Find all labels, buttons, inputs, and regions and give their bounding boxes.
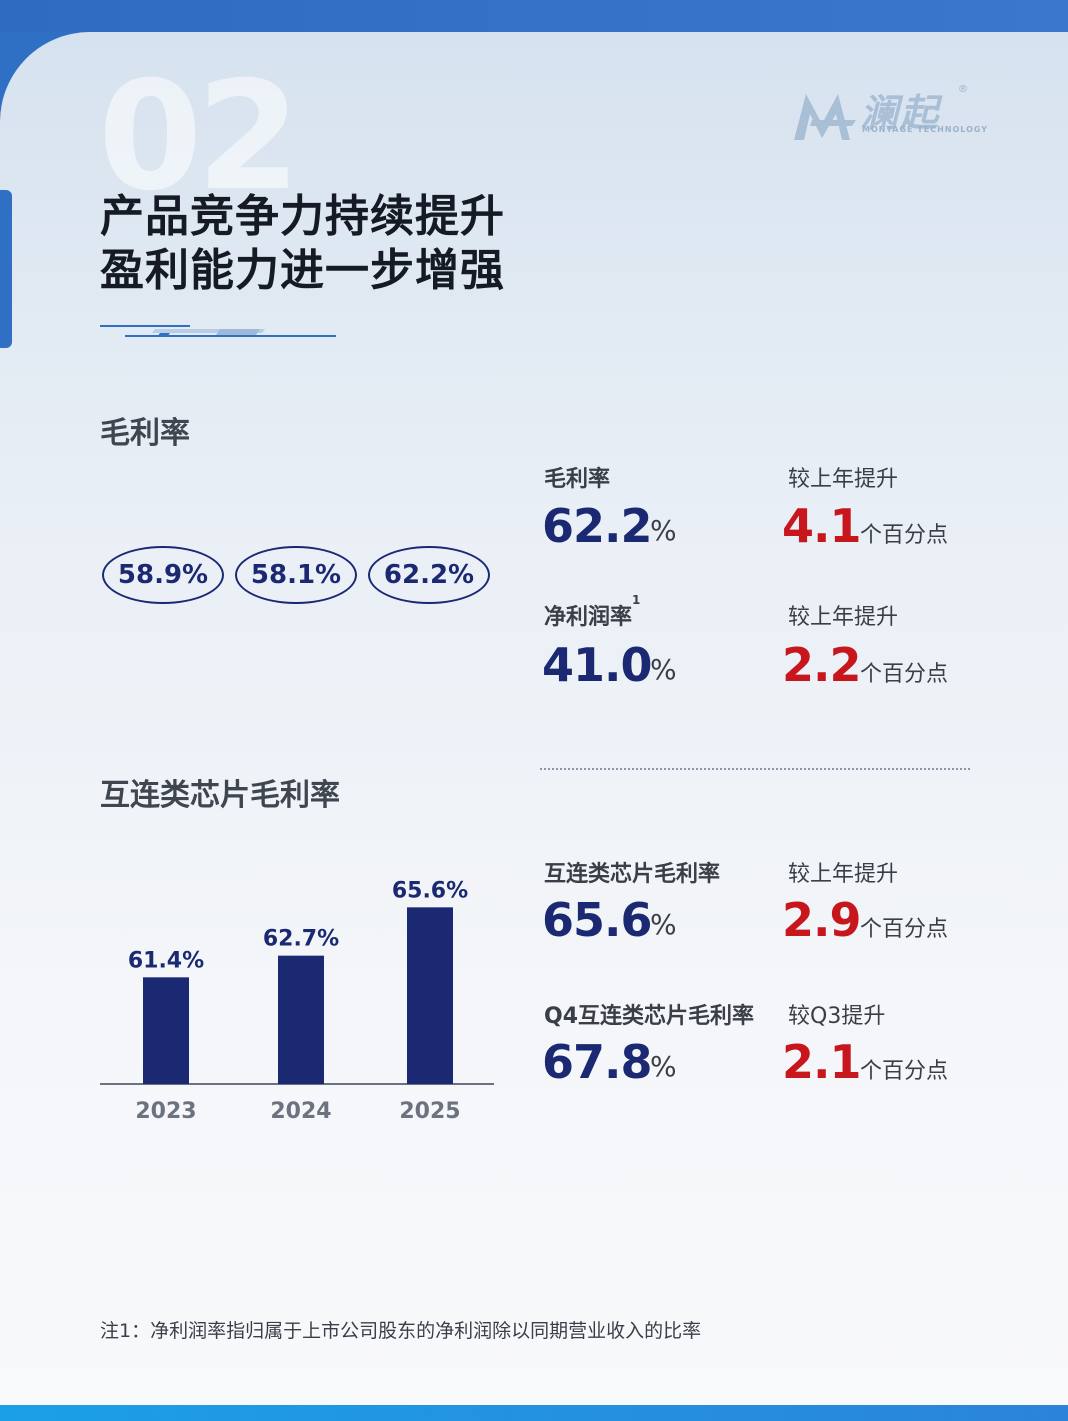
x-tick-label-2025: 2025 bbox=[399, 1099, 460, 1124]
logo-registered: ® bbox=[958, 84, 968, 95]
logo-name: 澜起 bbox=[860, 90, 941, 135]
compare-label: 较上年提升 bbox=[788, 467, 899, 492]
compare-value: 2.1 bbox=[782, 1035, 861, 1089]
logo-subtitle: MONTAGE TECHNOLOGY bbox=[862, 125, 989, 134]
metric-unit: % bbox=[650, 653, 677, 686]
gross-margin-pill-2025: 62.2% bbox=[368, 546, 490, 604]
compare-value: 2.9 bbox=[782, 893, 861, 947]
side-tab bbox=[0, 190, 12, 348]
footnote-marker: 1 bbox=[632, 593, 641, 607]
top-bar bbox=[0, 0, 1068, 32]
compare-label: 较上年提升 bbox=[788, 605, 899, 630]
bottom-bar bbox=[0, 1405, 1068, 1421]
montage-logo-icon bbox=[794, 94, 856, 140]
metric-value-net-margin: 41.0 bbox=[542, 638, 652, 692]
content-card bbox=[0, 32, 1068, 1405]
compare-unit: 个百分点 bbox=[860, 662, 949, 687]
x-tick-label-2024: 2024 bbox=[270, 1099, 331, 1124]
metric-unit: % bbox=[650, 514, 677, 547]
bar-value-label-2025: 65.6% bbox=[392, 878, 468, 903]
compare-value: 2.2 bbox=[782, 638, 861, 692]
bar-2023 bbox=[143, 977, 189, 1084]
section-number: 02 bbox=[98, 50, 301, 224]
gross-margin-heading: 毛利率 bbox=[100, 416, 190, 451]
compare-label: 较Q3提升 bbox=[788, 1004, 886, 1029]
page-title: 产品竞争力持续提升 盈利能力进一步增强 bbox=[100, 190, 505, 298]
metric-label-gross-margin: 毛利率 bbox=[544, 467, 611, 492]
gross-margin-pill-2024: 58.1% bbox=[235, 546, 357, 604]
bar-2024 bbox=[278, 955, 324, 1084]
compare-unit: 个百分点 bbox=[860, 523, 949, 548]
compare-unit: 个百分点 bbox=[860, 917, 949, 942]
metric-value-interconnect: 65.6 bbox=[542, 893, 652, 947]
bar-value-label-2024: 62.7% bbox=[263, 927, 339, 952]
dotted-divider bbox=[540, 768, 970, 770]
metric-label-interconnect: 互连类芯片毛利率 bbox=[544, 862, 721, 887]
title-line-1: 产品竞争力持续提升 bbox=[100, 191, 505, 242]
compare-unit: 个百分点 bbox=[860, 1059, 949, 1084]
net-margin-label-text: 净利润率 bbox=[544, 605, 633, 630]
metric-label-net-margin: 净利润率1 bbox=[544, 593, 640, 631]
bar-value-label-2023: 61.4% bbox=[128, 948, 204, 973]
gross-margin-pill-2023: 58.9% bbox=[102, 546, 224, 604]
title-line-2: 盈利能力进一步增强 bbox=[100, 245, 505, 296]
x-tick-label-2023: 2023 bbox=[135, 1099, 196, 1124]
metric-unit: % bbox=[650, 1050, 677, 1083]
footnote: 注1：净利润率指归属于上市公司股东的净利润除以同期营业收入的比率 bbox=[100, 1320, 702, 1342]
bar-2025 bbox=[407, 907, 453, 1084]
interconnect-heading: 互连类芯片毛利率 bbox=[100, 778, 340, 813]
compare-label: 较上年提升 bbox=[788, 862, 899, 887]
metric-unit: % bbox=[650, 908, 677, 941]
metric-value-q4-interconnect: 67.8 bbox=[542, 1035, 652, 1089]
compare-value: 4.1 bbox=[782, 499, 861, 553]
title-underline-decoration bbox=[100, 325, 336, 337]
interconnect-margin-bar-chart: 61.4% 2023 62.7% 2024 65.6% 2025 bbox=[100, 878, 494, 1124]
metric-label-q4-interconnect: Q4互连类芯片毛利率 bbox=[544, 1004, 755, 1029]
metric-value-gross-margin: 62.2 bbox=[542, 499, 652, 553]
